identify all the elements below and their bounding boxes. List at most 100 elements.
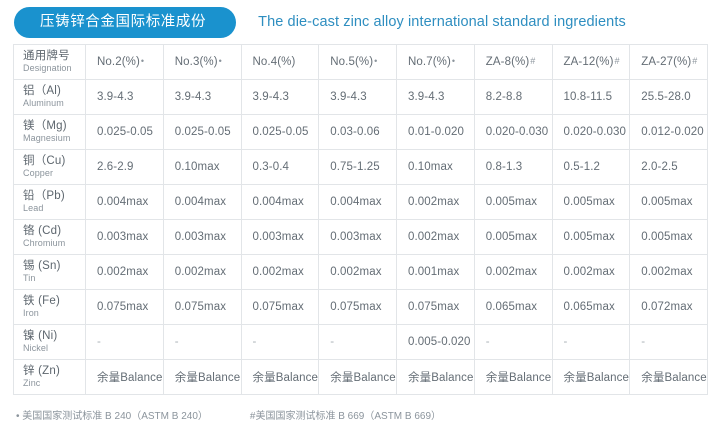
header-footnote-marker: # — [692, 56, 698, 66]
table-row: 镁（Mg) Magnesium 0.025-0.05 0.025-0.05 0.025-… — [13, 114, 708, 150]
row-label-cn: 锌 (Zn) — [23, 365, 60, 377]
cell-value-text: 0.002max — [641, 266, 693, 278]
cell-value-text: 0.003max — [252, 231, 304, 243]
cell-value-text: 0.005max — [485, 196, 538, 208]
footnotes: • 美国国家测试标准 B 240（ASTM B 240） #美国国家测试标准 B … — [0, 395, 720, 422]
table-cell-value: 0.002max — [396, 184, 475, 220]
cell-value-text: 0.01-0.020 — [408, 126, 464, 138]
cell-value-text: 余量Balance — [563, 372, 629, 384]
cell-value-text: 0.003max — [330, 231, 382, 243]
table-row: 镍 (Ni) Nickel - - - -0.005-0.020- - - — [13, 324, 708, 360]
header-alloy-label: ZA-12(%)# — [563, 56, 620, 68]
row-label-en: Lead — [23, 203, 44, 213]
cell-value-text: 0.004max — [97, 196, 149, 208]
table-cell-value: 0.002max — [85, 254, 164, 290]
cell-value-text: 余量Balance — [330, 372, 396, 384]
row-label-cell: 铬 (Cd) Chromium — [13, 219, 86, 255]
table-cell-value: 0.001max — [396, 254, 475, 290]
table-cell-value: 0.002max — [551, 254, 631, 290]
table-cell-value: 0.005max — [473, 219, 553, 255]
row-label-en: Chromium — [23, 238, 66, 248]
row-label-cn: 锡 (Sn) — [23, 260, 61, 272]
row-label-cn: 铬 (Cd) — [23, 225, 62, 237]
cell-value-text: - — [563, 336, 568, 348]
table-cell-value: 0.025-0.05 — [85, 114, 164, 150]
table-cell-value: 0.005max — [629, 184, 708, 220]
cell-value-text: 0.002max — [485, 266, 538, 278]
cell-value-text: 0.020-0.030 — [563, 126, 626, 138]
table-cell-value: 25.5-28.0 — [629, 79, 708, 115]
table-cell-value: 0.065max — [473, 289, 553, 325]
cell-value-text: 25.5-28.0 — [641, 91, 691, 103]
row-label-cell: 铁 (Fe) Iron — [13, 289, 86, 325]
table-cell-value: - — [85, 324, 164, 360]
table-row: 铝（Al) Aluminum 3.9-4.3 3.9-4.3 3.9-4.3 3.9-4.… — [13, 79, 708, 115]
cell-value-text: 0.072max — [641, 301, 693, 313]
row-label-en: Iron — [23, 308, 39, 318]
table-cell-value: 0.020-0.030 — [473, 114, 553, 150]
table-row: 锡 (Sn) Tin 0.002max 0.002max 0.002max 0.002ma… — [13, 254, 708, 290]
row-label-en: Nickel — [23, 343, 49, 353]
table-cell-value: - — [473, 324, 553, 360]
cell-value-text: 0.012-0.020 — [641, 126, 704, 138]
header-alloy-label: ZA-27(%)# — [641, 56, 698, 68]
row-label-cn: 镁（Mg) — [23, 120, 67, 132]
cell-value-text: 0.002max — [408, 196, 460, 208]
row-label-cell: 铜（Cu) Copper — [13, 149, 86, 185]
cell-value-text: 3.9-4.3 — [330, 91, 367, 103]
cell-value-text: 余量Balance — [641, 372, 707, 384]
cell-value-text: 0.020-0.030 — [485, 126, 549, 138]
table-cell-value: - — [629, 324, 708, 360]
cell-value-text: 0.003max — [97, 231, 149, 243]
table-row: 铁 (Fe) Iron 0.075max 0.075max 0.075max 0.075m… — [13, 289, 708, 325]
table-cell-value: - — [318, 324, 397, 360]
cell-value-text: 0.002max — [563, 266, 615, 278]
cell-value-text: - — [97, 336, 101, 348]
cell-value-text: 0.005max — [641, 196, 693, 208]
header-footnote-marker: • — [374, 56, 378, 66]
header-label-cn: 通用牌号 — [23, 50, 70, 62]
table-row: 铬 (Cd) Chromium 0.003max 0.003max 0.003max 0.… — [13, 219, 708, 255]
header-footnote-marker: • — [140, 56, 145, 66]
table-cell-value: 0.005max — [551, 184, 631, 220]
cell-value-text: 0.5-1.2 — [563, 161, 601, 173]
header-label-en: Designation — [23, 63, 72, 73]
row-label-en: Zinc — [23, 378, 41, 388]
header-cell-designation: 通用牌号 Designation — [13, 44, 86, 80]
table-cell-value: 0.005max — [629, 219, 708, 255]
table-cell-value: 0.003max — [85, 219, 164, 255]
table-cell-value: 余量Balance — [629, 359, 708, 395]
table-cell-value: 0.75-1.25 — [318, 149, 397, 185]
cell-value-text: 8.2-8.8 — [485, 91, 523, 103]
table-cell-value: 0.004max — [162, 184, 242, 220]
table-cell-value: 0.075max — [85, 289, 164, 325]
cell-value-text: 0.75-1.25 — [330, 161, 380, 173]
table-cell-value: 0.004max — [240, 184, 320, 220]
table-cell-value: 3.9-4.3 — [85, 79, 164, 115]
row-label-cell: 锡 (Sn) Tin — [13, 254, 86, 290]
row-label-cn: 铅（Pb) — [23, 190, 65, 202]
row-label-cell: 铅（Pb) Lead — [13, 184, 86, 220]
cell-value-text: 3.9-4.3 — [174, 91, 212, 103]
cell-value-text: 0.002max — [330, 266, 382, 278]
cell-value-text: 0.3-0.4 — [252, 161, 290, 173]
table-cell-value: 2.0-2.5 — [629, 149, 708, 185]
table-cell-value: 余量Balance — [240, 359, 320, 395]
cell-value-text: 0.002max — [408, 231, 460, 243]
header-cell-alloy: No.4(%) — [240, 44, 320, 80]
table-cell-value: 0.5-1.2 — [551, 149, 631, 185]
table-cell-value: 0.002max — [240, 254, 320, 290]
table-cell-value: 0.002max — [318, 254, 397, 290]
header-alloy-label: No.2(%)• — [97, 56, 145, 68]
cell-value-text: 0.065max — [563, 301, 615, 313]
row-label-en: Magnesium — [23, 133, 71, 143]
table-cell-value: - — [551, 324, 631, 360]
cell-value-text: 0.03-0.06 — [330, 126, 380, 138]
cell-value-text: 0.025-0.05 — [252, 126, 309, 138]
cell-value-text: - — [485, 336, 490, 348]
table-cell-value: 0.01-0.020 — [396, 114, 475, 150]
cell-value-text: 0.025-0.05 — [174, 126, 231, 138]
cell-value-text: 0.075max — [97, 301, 149, 313]
table-cell-value: 0.004max — [85, 184, 164, 220]
table-cell-value: 0.025-0.05 — [162, 114, 242, 150]
